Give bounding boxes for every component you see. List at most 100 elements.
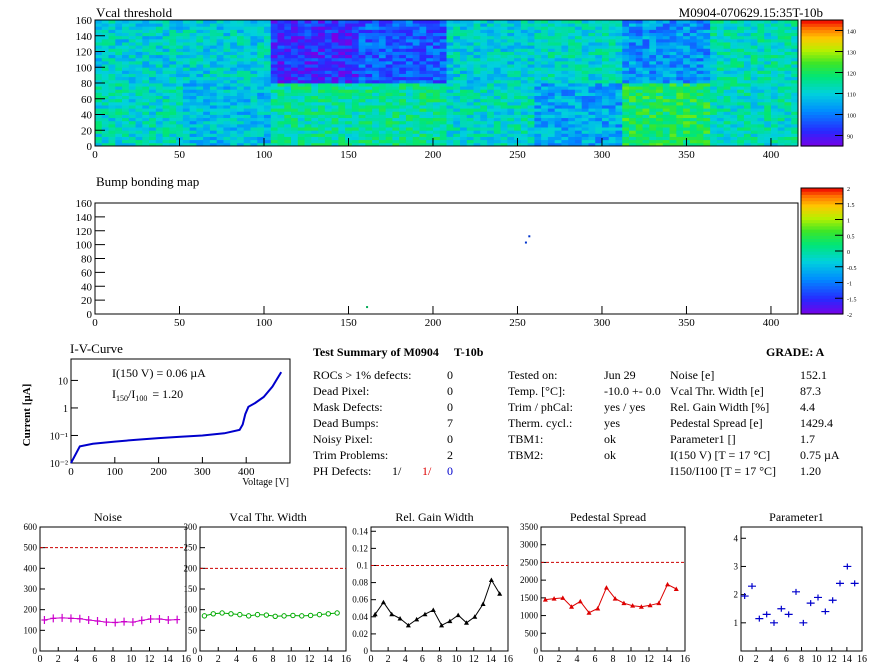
- vcal-cell: [230, 26, 238, 30]
- vcal-cell: [453, 42, 461, 46]
- vcal-cell: [554, 114, 562, 119]
- vcal-cell: [203, 136, 211, 141]
- vcal-cell: [122, 32, 130, 37]
- vcal-cell: [365, 92, 373, 96]
- vcal-cell: [547, 130, 556, 134]
- vcal-cell: [453, 29, 461, 33]
- vcal-cell: [622, 73, 630, 78]
- vcal-cell: [696, 130, 704, 134]
- vcal-cell: [764, 45, 772, 49]
- vcal-cell: [716, 86, 725, 90]
- vcal-cell: [419, 111, 427, 115]
- vcal-cell: [95, 92, 103, 96]
- vcal-cell: [750, 67, 758, 71]
- vcal-cell: [757, 114, 765, 119]
- vcal-cell: [770, 105, 779, 109]
- vcal-cell: [737, 67, 745, 71]
- vcal-cell: [155, 38, 163, 43]
- vcal-cell: [284, 111, 292, 115]
- vcal-cell: [243, 108, 251, 112]
- vcal-cell: [669, 83, 677, 87]
- vcal-cell: [196, 108, 204, 112]
- vcal-cell: [135, 117, 143, 122]
- vcal-cell: [588, 60, 596, 65]
- vcal-cell: [453, 51, 461, 56]
- vcal-cell: [331, 60, 339, 65]
- vcal-cell: [473, 70, 481, 74]
- vcal-cell: [203, 95, 211, 100]
- vcal-cell: [176, 20, 184, 24]
- vcal-cell: [487, 98, 495, 103]
- vcal-cell: [777, 32, 785, 37]
- vcal-cell: [574, 95, 583, 100]
- vcal-cell: [162, 51, 170, 56]
- vcal-cell: [520, 23, 529, 27]
- vcal-cell: [453, 32, 461, 37]
- vcal-cell: [270, 130, 278, 134]
- vcal-cell: [534, 20, 542, 24]
- vcal-cell: [426, 79, 434, 84]
- vcal-cell: [601, 64, 610, 68]
- vcal-cell: [203, 123, 211, 128]
- vcal-cell: [520, 45, 529, 49]
- iv-annotation-ratio: I150/I100 = 1.20: [112, 387, 183, 403]
- vcal-cell: [500, 51, 508, 56]
- vcal-cell: [236, 139, 245, 144]
- vcal-cell: [784, 117, 792, 122]
- vcal-cell: [473, 57, 481, 62]
- vcal-cell: [324, 108, 332, 112]
- vcal-cell: [534, 83, 542, 87]
- vcal-cell: [777, 76, 785, 81]
- vcal-cell: [372, 130, 380, 134]
- vcal-cell: [723, 73, 731, 78]
- vcal-cell: [710, 26, 718, 30]
- vcal-cell: [574, 67, 583, 71]
- vcal-cell: [257, 142, 265, 147]
- vcal-cell: [392, 26, 400, 30]
- vcal-cell: [95, 20, 103, 24]
- vcal-cell: [493, 120, 501, 125]
- vcal-cell: [743, 114, 752, 119]
- vcal-cell: [703, 35, 711, 40]
- vcal-cell: [223, 76, 231, 81]
- plot-point: [397, 616, 403, 621]
- vcal-cell: [358, 142, 366, 147]
- vcal-cell: [568, 123, 576, 128]
- vcal-cell: [358, 123, 366, 128]
- vcal-cell: [554, 60, 562, 65]
- dead-bump-point: [524, 241, 527, 244]
- vcal-cell: [331, 76, 339, 81]
- vcal-cell: [324, 123, 332, 128]
- vcal-cell: [122, 114, 130, 119]
- vcal-cell: [743, 67, 752, 71]
- row-value: 1429.4: [800, 416, 833, 430]
- vcal-cell: [372, 114, 380, 119]
- vcal-cell: [155, 92, 163, 96]
- vcal-cell: [568, 45, 576, 49]
- vcal-cell: [723, 130, 731, 134]
- plot-xtick-label: 14: [163, 654, 173, 665]
- vcal-cell: [209, 83, 218, 87]
- vcal-cell: [500, 73, 508, 78]
- vcal-cell: [311, 89, 319, 93]
- vcal-cell: [446, 29, 454, 33]
- vcal-cell: [500, 76, 508, 81]
- vcal-cell: [487, 32, 495, 37]
- vcal-cell: [243, 38, 251, 43]
- vcal-cell: [149, 123, 157, 128]
- vcal-cell: [514, 35, 522, 40]
- vcal-cell: [581, 139, 589, 144]
- plot-point: [85, 616, 92, 624]
- plot-xtick-label: 6: [92, 654, 97, 665]
- plot-ytick-label: 300: [184, 522, 198, 532]
- vcal-cell: [196, 120, 204, 125]
- vcal-cell: [108, 76, 116, 81]
- vcal-cell: [520, 86, 529, 90]
- vcal-cell: [243, 101, 251, 106]
- vcal-cell: [324, 114, 332, 119]
- plot-point: [389, 611, 395, 617]
- summary-middle-column: Tested on: Jun 29 Temp. [°C]: -10.0 +- 0.0…: [508, 367, 668, 463]
- vcal-cell: [770, 120, 779, 125]
- vcal-cell: [730, 139, 738, 144]
